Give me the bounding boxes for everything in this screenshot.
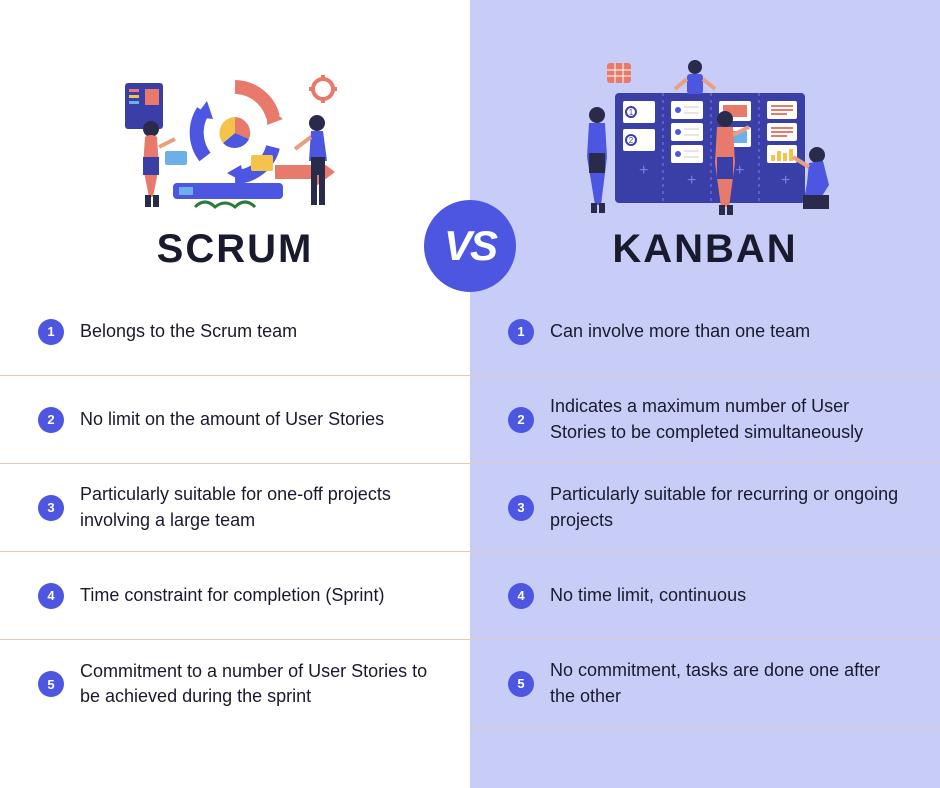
list-item: 1 Can involve more than one team: [470, 288, 940, 376]
right-list: 1 Can involve more than one team 2 Indic…: [470, 288, 940, 788]
bullet-number: 4: [38, 583, 64, 609]
svg-text:+: +: [735, 162, 744, 179]
item-text: Commitment to a number of User Stories t…: [80, 659, 432, 709]
list-item: 4 Time constraint for completion (Sprint…: [0, 552, 470, 640]
bullet-number: 3: [38, 495, 64, 521]
left-header: SCRUM: [0, 0, 470, 288]
item-text: Indicates a maximum number of User Stori…: [550, 394, 902, 444]
bullet-number: 1: [38, 319, 64, 345]
svg-text:2: 2: [629, 136, 634, 145]
bullet-number: 3: [508, 495, 534, 521]
list-item: 5 No commitment, tasks are done one afte…: [470, 640, 940, 728]
item-text: No commitment, tasks are done one after …: [550, 658, 902, 708]
list-item: 2 No limit on the amount of User Stories: [0, 376, 470, 464]
svg-text:+: +: [687, 172, 696, 189]
right-column-kanban: 1 2 + +: [470, 0, 940, 788]
svg-text:+: +: [781, 172, 790, 189]
svg-text:1: 1: [629, 108, 634, 117]
item-text: No limit on the amount of User Stories: [80, 407, 384, 432]
left-column-scrum: SCRUM 1 Belongs to the Scrum team 2 No l…: [0, 0, 470, 788]
vs-badge: VS: [424, 200, 516, 292]
left-title: SCRUM: [157, 227, 314, 272]
item-text: Particularly suitable for recurring or o…: [550, 482, 902, 532]
vs-label: VS: [444, 222, 496, 270]
svg-text:+: +: [639, 162, 648, 179]
list-item: 3 Particularly suitable for one-off proj…: [0, 464, 470, 552]
item-text: Can involve more than one team: [550, 319, 810, 344]
right-header: 1 2 + +: [470, 0, 940, 288]
kanban-illustration: 1 2 + +: [565, 57, 845, 217]
list-item: 4 No time limit, continuous: [470, 552, 940, 640]
bullet-number: 5: [508, 671, 534, 697]
bullet-number: 1: [508, 319, 534, 345]
comparison-container: VS: [0, 0, 940, 788]
bullet-number: 4: [508, 583, 534, 609]
scrum-illustration: [95, 57, 375, 217]
list-item: 1 Belongs to the Scrum team: [0, 288, 470, 376]
bullet-number: 5: [38, 671, 64, 697]
bullet-number: 2: [508, 407, 534, 433]
bullet-number: 2: [38, 407, 64, 433]
left-list: 1 Belongs to the Scrum team 2 No limit o…: [0, 288, 470, 788]
item-text: No time limit, continuous: [550, 583, 746, 608]
item-text: Particularly suitable for one-off projec…: [80, 482, 432, 532]
item-text: Time constraint for completion (Sprint): [80, 583, 384, 608]
list-item: 2 Indicates a maximum number of User Sto…: [470, 376, 940, 464]
list-item: 5 Commitment to a number of User Stories…: [0, 640, 470, 728]
item-text: Belongs to the Scrum team: [80, 319, 297, 344]
right-title: KANBAN: [612, 227, 797, 272]
list-item: 3 Particularly suitable for recurring or…: [470, 464, 940, 552]
